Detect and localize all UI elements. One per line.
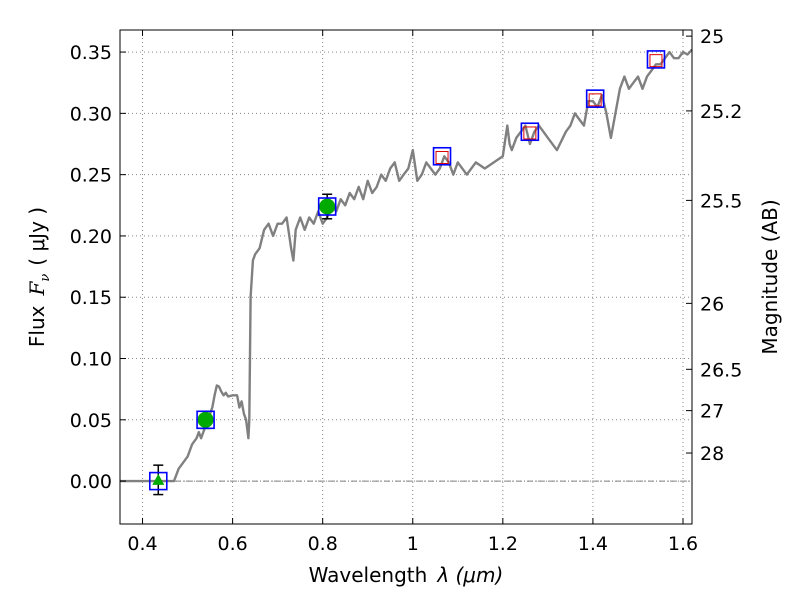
y-axis-label: Flux Fν ( μJy ) <box>25 207 53 347</box>
plot-area <box>120 48 693 496</box>
x-tick-label: 0.6 <box>217 533 247 555</box>
x-tick-label: 1 <box>407 533 419 555</box>
x-tick-label: 1.6 <box>668 533 698 555</box>
y-tick-label: 0.15 <box>70 287 112 309</box>
x-tick-label: 0.8 <box>308 533 338 555</box>
detection-point <box>197 411 214 428</box>
upper-limit-point <box>152 473 165 485</box>
y-tick-label: 0.30 <box>70 103 112 125</box>
y-axis-label-sub: ν <box>38 274 53 282</box>
axes: 0.4 0.6 0.8 1 1.2 1.4 1.6 0.00 0.05 0.10 0.15 0.20 0… <box>70 26 743 555</box>
y-axis-label-math: F <box>25 281 49 297</box>
model-spectrum-line <box>120 48 693 483</box>
mag-tick-label: 25.2 <box>700 101 742 123</box>
x-tick-label: 1.4 <box>578 533 608 555</box>
x-tick-label: 0.4 <box>127 533 157 555</box>
x-tick-label: 1.2 <box>488 533 518 555</box>
mag-tick-label: 25.5 <box>700 190 742 212</box>
predicted-band-marker <box>649 54 663 68</box>
y-tick-label: 0.35 <box>70 42 112 64</box>
band-flux-box <box>646 50 666 69</box>
y-tick-label: 0.25 <box>70 165 112 187</box>
band-flux-box <box>148 471 168 491</box>
y-axis-label-text: Flux <box>25 305 49 347</box>
band-flux-box <box>196 410 215 430</box>
predicted-band-marker <box>523 126 537 140</box>
y-axis-label-unit: ( μJy ) <box>25 207 49 266</box>
y2-axis-label: Magnitude (AB) <box>758 199 782 354</box>
band-flux-box <box>585 89 605 108</box>
x-axis-label-math: λ (μm) <box>436 563 503 587</box>
detection-point <box>319 198 336 215</box>
y-tick-label: 0.20 <box>70 226 112 248</box>
mag-tick-label: 28 <box>700 443 724 465</box>
predicted-band-marker <box>588 93 602 107</box>
x-axis-label-text: Wavelength <box>309 563 428 587</box>
y-tick-label: 0.05 <box>70 410 112 432</box>
predicted-band-marker <box>435 150 449 164</box>
plot-frame <box>119 29 693 525</box>
y-tick-label: 0.10 <box>70 349 112 371</box>
x-axis-label: Wavelength λ (μm) <box>309 563 504 587</box>
mag-tick-label: 26.5 <box>700 359 742 381</box>
band-flux-box <box>432 146 452 166</box>
mag-tick-label: 27 <box>700 401 724 423</box>
band-flux-box <box>520 122 540 142</box>
y-tick-label: 0.00 <box>70 471 112 493</box>
band-flux-box <box>317 197 337 216</box>
mag-tick-label: 25 <box>700 26 724 48</box>
mag-tick-label: 26 <box>700 293 724 315</box>
